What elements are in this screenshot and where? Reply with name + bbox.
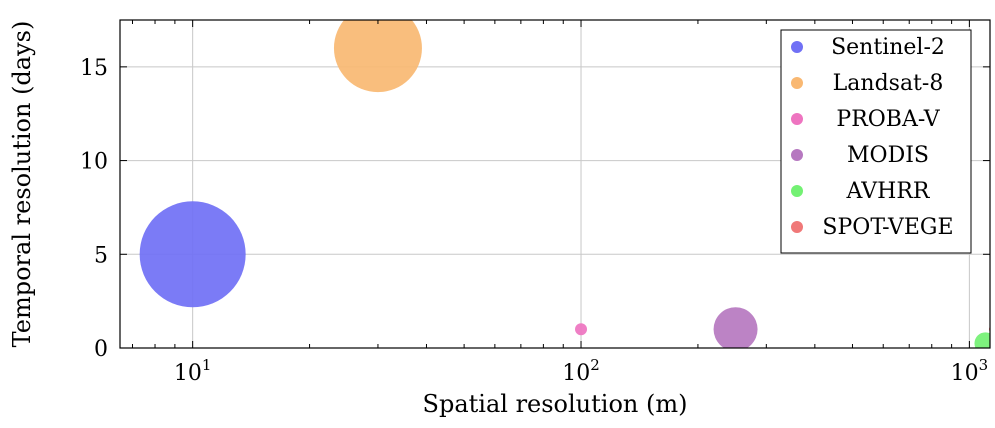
data-points	[139, 20, 990, 348]
y-tick-label: 5	[94, 243, 108, 268]
x-tick-label: 101	[174, 356, 212, 386]
legend-label-sentinel-2: Sentinel-2	[831, 35, 945, 60]
legend-label-proba-v: PROBA-V	[836, 107, 940, 132]
legend-box	[780, 29, 972, 254]
point-landsat-8	[333, 20, 422, 93]
legend-marker-spot-vege	[791, 221, 803, 233]
legend-label-modis: MODIS	[847, 143, 929, 168]
point-avhrr	[974, 332, 990, 348]
y-tick-label: 0	[94, 337, 108, 362]
point-proba-v	[575, 323, 588, 336]
plot-frame	[119, 19, 991, 349]
x-axis-label: Spatial resolution (m)	[423, 390, 688, 418]
y-axis-label: Temporal resolution (days)	[8, 21, 36, 348]
legend-label-landsat-8: Landsat-8	[833, 71, 944, 96]
y-tick-label: 10	[80, 150, 108, 175]
point-modis	[713, 307, 758, 348]
legend-marker-modis	[791, 149, 803, 161]
legend-marker-sentinel-2	[791, 41, 803, 53]
legend-marker-avhrr	[791, 185, 803, 197]
legend-marker-landsat-8	[791, 77, 803, 89]
ticks: 0 5 10 15 101 102 103	[80, 20, 990, 386]
legend-marker-proba-v	[791, 113, 803, 125]
point-sentinel-2	[139, 201, 246, 308]
legend-label-avhrr: AVHRR	[846, 179, 931, 204]
legend: Sentinel-2 Landsat-8 PROBA-V MODIS AVHRR SPOT…	[780, 29, 972, 254]
y-tick-label: 15	[80, 56, 108, 81]
x-tick-label: 102	[562, 356, 600, 386]
x-tick-label: 103	[951, 356, 989, 386]
legend-label-spot-vege: SPOT-VEGE	[822, 215, 953, 240]
